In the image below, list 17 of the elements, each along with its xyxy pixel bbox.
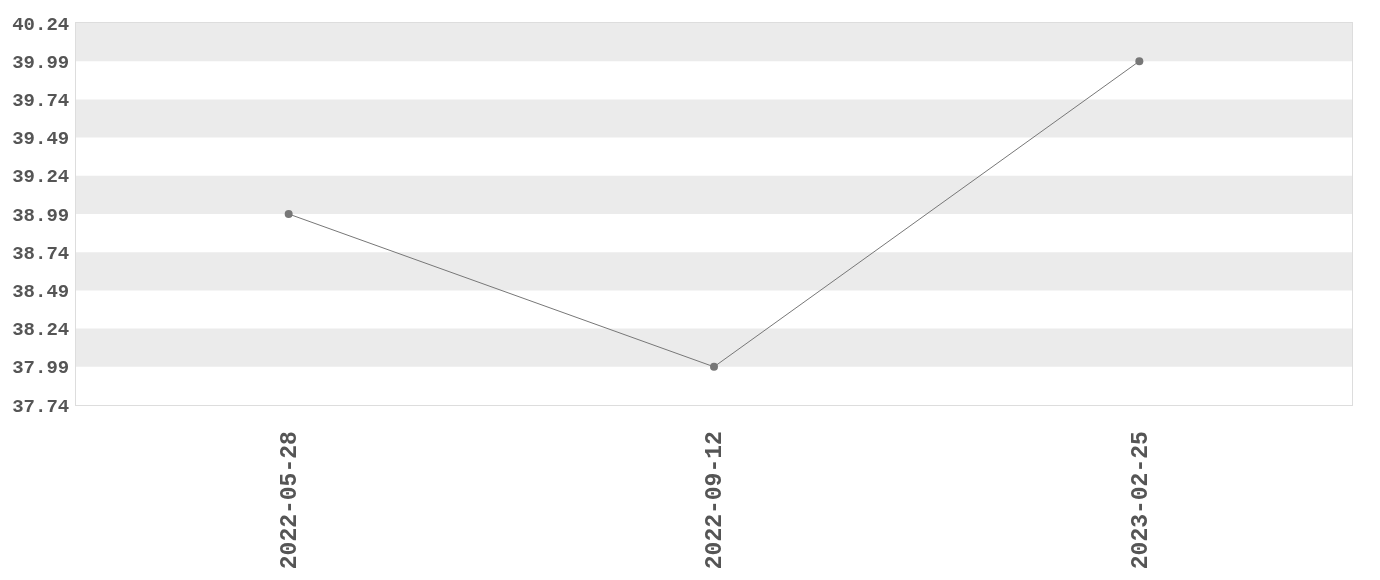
y-tick-label: 39.99	[12, 51, 70, 74]
y-tick-label: 40.24	[12, 13, 70, 36]
y-tick-label: 39.49	[12, 128, 70, 151]
x-tick-label: 2022-09-12	[702, 431, 729, 570]
y-tick-label: 38.49	[12, 281, 70, 304]
x-tick-label: 2023-02-25	[1127, 431, 1154, 570]
point	[284, 210, 293, 218]
y-tick-label: 39.74	[12, 90, 70, 113]
y-tick-label: 37.74	[12, 395, 70, 418]
point	[710, 362, 718, 371]
y-tick-label: 38.99	[12, 204, 70, 227]
y-tick-label: 38.24	[12, 319, 70, 342]
y-tick-label: 38.74	[12, 242, 70, 265]
point	[1135, 57, 1144, 66]
y-tick-label: 37.99	[12, 357, 70, 380]
x-tick-label: 2022-05-28	[277, 431, 304, 570]
y-tick-label: 39.24	[12, 166, 70, 189]
